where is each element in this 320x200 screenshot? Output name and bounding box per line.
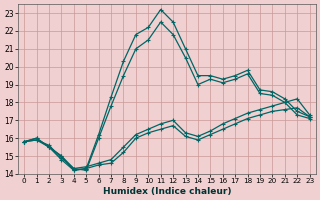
X-axis label: Humidex (Indice chaleur): Humidex (Indice chaleur): [103, 187, 231, 196]
